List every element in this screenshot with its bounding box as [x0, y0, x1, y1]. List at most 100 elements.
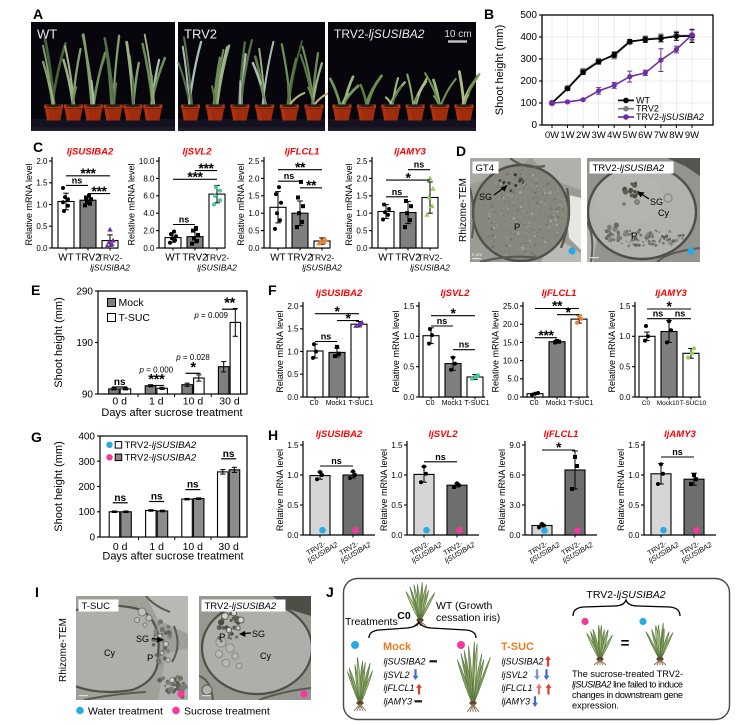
svg-text:0.0: 0.0 — [287, 531, 299, 540]
svg-text:10 d: 10 d — [183, 541, 204, 553]
svg-text:0.0: 0.0 — [619, 393, 631, 402]
svg-text:10 d: 10 d — [183, 396, 204, 408]
svg-text:1 d: 1 d — [149, 541, 164, 553]
svg-text:p = 0.000: p = 0.000 — [139, 366, 174, 375]
svg-text:290: 290 — [76, 287, 93, 298]
svg-text:ns: ns — [321, 332, 332, 342]
svg-text:0.0: 0.0 — [143, 244, 155, 253]
svg-text:ljAMY3: ljAMY3 — [502, 697, 531, 707]
svg-text:SG: SG — [136, 634, 149, 644]
svg-text:ns: ns — [459, 340, 470, 350]
svg-text:***: *** — [187, 169, 203, 185]
svg-text:T-SUC: T-SUC — [501, 641, 534, 653]
svg-text:*: * — [565, 304, 571, 320]
svg-text:**: ** — [224, 295, 235, 312]
svg-text:Relative mRNA level: Relative mRNA level — [24, 163, 34, 245]
svg-text:8.0: 8.0 — [143, 174, 155, 183]
svg-text:1.0: 1.0 — [287, 347, 299, 356]
svg-text:*: * — [556, 439, 562, 455]
svg-text:SG: SG — [650, 197, 663, 207]
svg-text:Shoot height (mm): Shoot height (mm) — [53, 441, 65, 531]
svg-text:E: E — [31, 282, 40, 298]
svg-text:ljSUSIBA2: ljSUSIBA2 — [90, 263, 130, 273]
svg-text:30 d: 30 d — [219, 396, 240, 408]
svg-text:ljSVL2: ljSVL2 — [440, 288, 470, 299]
svg-text:0.5: 0.5 — [36, 222, 48, 231]
svg-text:1.5: 1.5 — [356, 192, 368, 201]
svg-text:0.0: 0.0 — [248, 244, 260, 253]
svg-text:2.0: 2.0 — [248, 174, 260, 183]
svg-text:Relative mRNA level: Relative mRNA level — [127, 163, 137, 245]
svg-text:WT: WT — [37, 27, 57, 42]
svg-text:ljSUSIBA2: ljSUSIBA2 — [384, 657, 426, 667]
svg-text:Mock: Mock — [119, 297, 145, 309]
svg-text:5.0: 5.0 — [507, 375, 519, 384]
svg-text:A: A — [33, 6, 43, 22]
svg-text:300: 300 — [78, 457, 95, 468]
svg-text:Relative mRNA level: Relative mRNA level — [379, 449, 389, 531]
svg-text:2.0: 2.0 — [356, 174, 368, 183]
svg-text:Sucrose treatment: Sucrose treatment — [184, 706, 270, 718]
svg-text:Cy: Cy — [658, 208, 669, 218]
svg-text:3.0: 3.0 — [509, 501, 521, 510]
svg-text:TRV2-ljSUSIBA2: TRV2-ljSUSIBA2 — [586, 589, 665, 601]
svg-text:0.0: 0.0 — [36, 244, 48, 253]
svg-text:8W: 8W — [669, 130, 683, 141]
svg-text:C: C — [33, 139, 43, 155]
svg-text:0.0: 0.0 — [628, 531, 640, 540]
svg-text:*: * — [405, 169, 411, 185]
svg-text:2.0: 2.0 — [36, 157, 48, 166]
svg-text:ns: ns — [72, 175, 83, 185]
svg-text:0.5: 0.5 — [628, 501, 640, 510]
svg-text:ljSUSIBA2: ljSUSIBA2 — [67, 147, 114, 158]
svg-text:10 cm: 10 cm — [444, 29, 471, 40]
svg-text:ns: ns — [437, 316, 448, 326]
svg-text:0.5: 0.5 — [356, 227, 368, 236]
svg-text:TRV2-ljSUSIBA2: TRV2-ljSUSIBA2 — [205, 601, 277, 612]
svg-text:C0: C0 — [426, 400, 435, 407]
svg-text:T-SUC1: T-SUC1 — [569, 400, 594, 407]
svg-text:D: D — [456, 143, 466, 159]
svg-text:TRV2-: TRV2- — [205, 253, 230, 263]
svg-text:WT: WT — [58, 253, 74, 264]
svg-text:6.0: 6.0 — [509, 471, 521, 480]
svg-text:4.0: 4.0 — [143, 209, 155, 218]
svg-text:Mock: Mock — [383, 641, 412, 653]
svg-text:0 d: 0 d — [112, 396, 127, 408]
svg-text:1.0: 1.0 — [391, 471, 403, 480]
svg-text:I: I — [35, 584, 39, 600]
svg-text:1.0: 1.0 — [356, 209, 368, 218]
svg-text:10.0: 10.0 — [503, 357, 519, 366]
svg-text:0.5: 0.5 — [248, 227, 260, 236]
svg-text:0.5: 0.5 — [391, 501, 403, 510]
svg-text:T-SUC1: T-SUC1 — [349, 400, 374, 407]
svg-text:TRV2: TRV2 — [636, 104, 659, 114]
svg-text:**: ** — [295, 159, 306, 175]
svg-text:25.0: 25.0 — [503, 302, 519, 311]
svg-text:TRV2: TRV2 — [395, 253, 421, 264]
svg-text:ns: ns — [392, 187, 403, 197]
svg-text:ns: ns — [653, 309, 664, 319]
svg-text:ns: ns — [284, 171, 295, 181]
svg-text:C0: C0 — [642, 400, 651, 407]
svg-text:ljSVL2: ljSVL2 — [428, 429, 458, 440]
svg-text:TRV2: TRV2 — [184, 27, 217, 42]
svg-text:Days after sucrose treatment: Days after sucrose treatment — [101, 407, 242, 419]
svg-text:P: P — [514, 222, 520, 233]
svg-text:ljAMY3: ljAMY3 — [394, 147, 426, 158]
svg-text:Relative mRNA level: Relative mRNA level — [497, 449, 507, 531]
svg-text:1.0: 1.0 — [248, 209, 260, 218]
svg-text:The sucrose-treated TRV2-: The sucrose-treated TRV2- — [572, 669, 683, 679]
svg-text:cessation iris): cessation iris) — [436, 612, 500, 624]
svg-text:*: * — [666, 298, 672, 314]
svg-text:TRV2-: TRV2- — [98, 253, 123, 263]
svg-text:***: *** — [538, 327, 554, 343]
svg-text:C0: C0 — [310, 400, 319, 407]
svg-text:400: 400 — [520, 32, 537, 43]
svg-text:Water treatment: Water treatment — [88, 706, 163, 718]
svg-text:1.5: 1.5 — [287, 441, 299, 450]
svg-text:ljSUSIBA2: ljSUSIBA2 — [197, 263, 237, 273]
svg-text:TRV2-: TRV2- — [310, 253, 335, 263]
svg-text:***: *** — [148, 371, 165, 388]
svg-text:Rhizome-TEM: Rhizome-TEM — [58, 618, 69, 682]
